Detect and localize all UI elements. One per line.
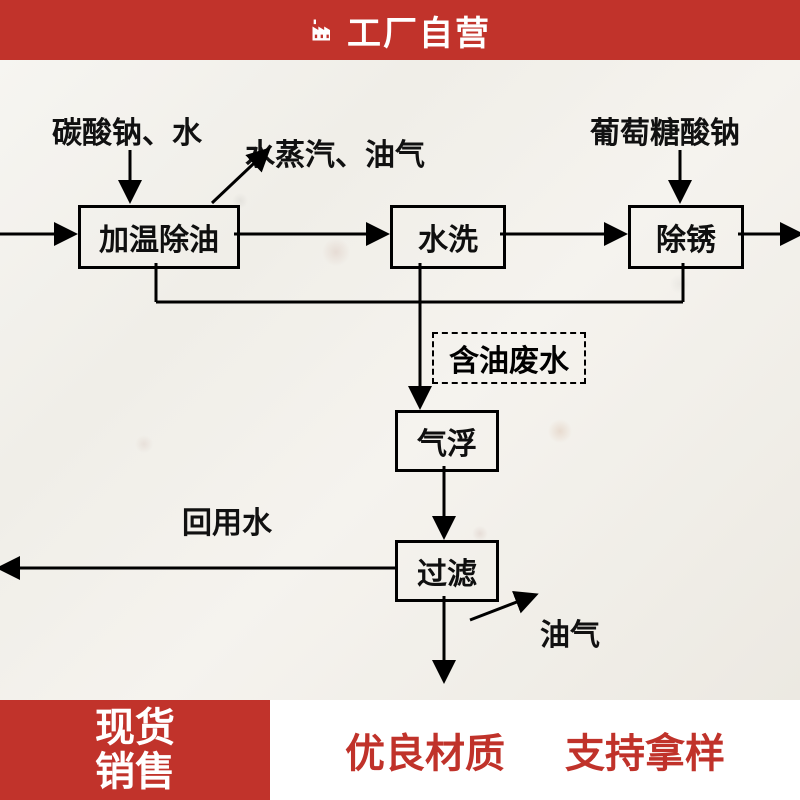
bottom-right-text-b: 支持拿样 xyxy=(565,721,725,779)
input-top-right: 葡萄糖酸钠 xyxy=(590,108,740,152)
top-banner: 工厂自营 xyxy=(0,0,800,60)
canvas: 工厂自营 碳酸钠、水 水蒸汽、油气 葡萄糖酸钠 加温除油 水洗 除锈 气浮 过滤… xyxy=(0,0,800,800)
label-oily-wastewater: 含油废水 xyxy=(432,332,586,384)
input-top-left: 碳酸钠、水 xyxy=(52,108,202,152)
node-filter: 过滤 xyxy=(395,540,499,602)
label-reuse-water: 回用水 xyxy=(182,498,272,542)
bottom-left-text: 现货 销售 xyxy=(95,706,175,794)
node-air-flotation: 气浮 xyxy=(395,410,499,472)
bottom-right-text-a: 优良材质 xyxy=(345,721,505,779)
top-banner-text: 工厂自营 xyxy=(347,6,491,55)
node-heating-degreasing: 加温除油 xyxy=(78,205,240,269)
bottom-left-banner: 现货 销售 xyxy=(0,700,270,800)
label-oilgas-2: 油气 xyxy=(540,610,600,654)
bottom-right-banner: 优良材质 支持拿样 xyxy=(270,700,800,800)
output-steam-oilgas: 水蒸汽、油气 xyxy=(245,130,425,174)
factory-icon xyxy=(309,16,337,44)
node-derust: 除锈 xyxy=(628,205,744,269)
node-water-wash: 水洗 xyxy=(390,205,506,269)
